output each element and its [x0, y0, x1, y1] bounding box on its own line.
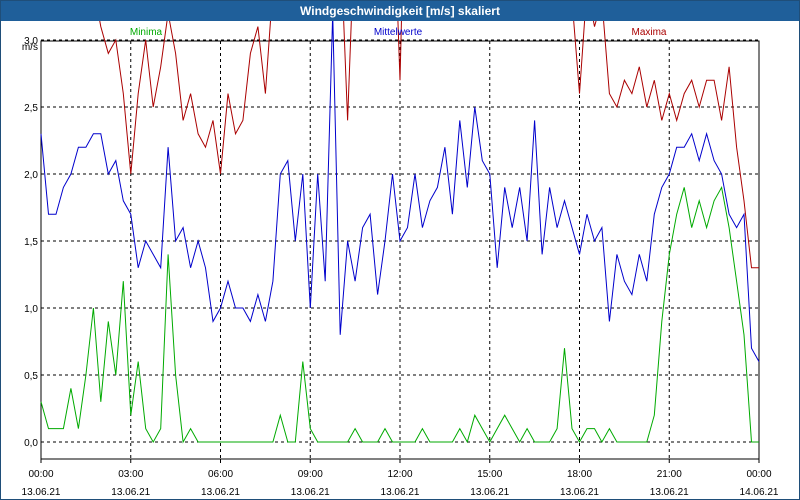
x-tick-date-label: 14.06.21 [740, 487, 779, 498]
x-tick-date-label: 13.06.21 [22, 487, 61, 498]
x-tick-date-label: 13.06.21 [201, 487, 240, 498]
legend-minima: Minima [130, 27, 163, 38]
x-tick-time-label: 03:00 [118, 469, 143, 480]
window-title: Windgeschwindigkeit [m/s] skaliert [1, 1, 799, 21]
y-tick-label: 3,0 [24, 36, 38, 47]
series-line-maxima [95, 1, 759, 269]
x-tick-time-label: 00:00 [746, 469, 771, 480]
x-tick-date-label: 13.06.21 [560, 487, 599, 498]
legend-mittelwerte: Mittelwerte [374, 27, 423, 38]
y-tick-label: 1,5 [24, 237, 38, 248]
x-tick-date-label: 13.06.21 [111, 487, 150, 498]
x-tick-time-label: 18:00 [567, 469, 592, 480]
y-tick-label: 0,0 [24, 438, 38, 449]
x-tick-time-label: 00:00 [28, 469, 53, 480]
y-axis-label: m/s [22, 42, 38, 53]
y-tick-label: 0,5 [24, 371, 38, 382]
y-tick-label: 2,5 [24, 103, 38, 114]
y-tick-label: 1,0 [24, 304, 38, 315]
x-tick-date-label: 13.06.21 [650, 487, 689, 498]
x-tick-time-label: 12:00 [387, 469, 412, 480]
x-tick-time-label: 21:00 [657, 469, 682, 480]
x-tick-time-label: 06:00 [208, 469, 233, 480]
x-tick-time-label: 15:00 [477, 469, 502, 480]
y-tick-label: 2,0 [24, 170, 38, 181]
series-line-minima [40, 185, 759, 444]
series-line-mittelwerte [40, 13, 760, 362]
x-tick-time-label: 09:00 [298, 469, 323, 480]
x-tick-date-label: 13.06.21 [470, 487, 509, 498]
legend-maxima: Maxima [631, 27, 666, 38]
x-tick-date-label: 13.06.21 [291, 487, 330, 498]
x-tick-date-label: 13.06.21 [381, 487, 420, 498]
